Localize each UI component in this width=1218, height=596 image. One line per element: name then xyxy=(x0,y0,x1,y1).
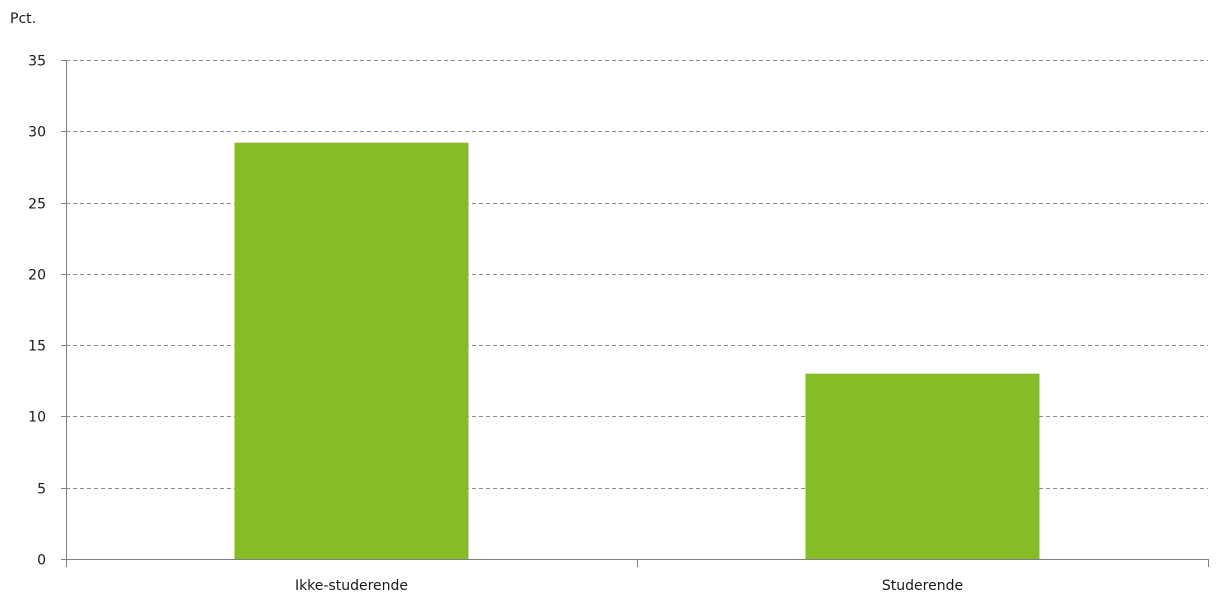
y-tick-label-15: 15 xyxy=(28,339,46,355)
y-tick-label-20: 20 xyxy=(28,268,46,284)
x-tick-label-ikke-studerende: Ikke-studerende xyxy=(295,578,408,594)
y-tick-label-30: 30 xyxy=(28,125,46,141)
y-tick-label-5: 5 xyxy=(37,482,46,498)
y-tick-label-25: 25 xyxy=(28,197,46,213)
tick-labels: 0 5 10 15 20 25 30 35 Ikke-studerende Studerende xyxy=(28,54,963,595)
axes xyxy=(61,60,1209,567)
bars xyxy=(234,142,1040,560)
y-tick-label-35: 35 xyxy=(28,54,46,70)
bar-ikke-studerende xyxy=(234,142,469,560)
y-tick-label-0: 0 xyxy=(37,553,46,569)
y-tick-label-10: 10 xyxy=(28,410,46,426)
x-tick-label-studerende: Studerende xyxy=(882,578,963,594)
bar-studerende xyxy=(805,373,1040,559)
y-axis-label: Pct. xyxy=(10,11,37,27)
